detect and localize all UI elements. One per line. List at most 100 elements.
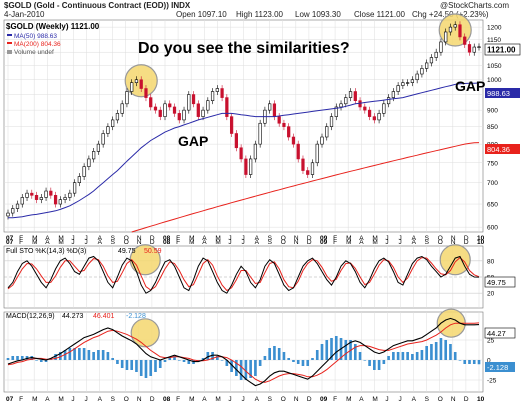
- price-y-tick-label: 1150: [487, 37, 501, 44]
- macd-histogram-bar: [59, 352, 62, 360]
- price-x-tick-label: O: [124, 235, 129, 242]
- stoch-x-tick-label: A: [255, 239, 260, 246]
- ma50-badge-box: [485, 88, 520, 98]
- macd-histogram-bar: [325, 340, 329, 360]
- price-candle-body: [386, 97, 391, 105]
- price-x-tick-label: A: [98, 235, 103, 242]
- ma200-line: [131, 142, 480, 233]
- symbol-line: $GOLD (Gold - Continuous Contract (EOD))…: [4, 1, 191, 10]
- macd-histogram-bar: [182, 360, 186, 362]
- price-candle-body: [206, 100, 210, 111]
- macd-y-tick-label: 0: [487, 358, 491, 365]
- price-candle-body: [120, 103, 124, 114]
- stoch-x-tick-label: M: [189, 239, 194, 246]
- macd-histogram-bar: [11, 356, 15, 360]
- stoch-legend-k: 49.75: [118, 248, 136, 255]
- stoch-x-tick-label: O: [438, 239, 443, 246]
- price-x-tick-label: D: [307, 235, 312, 242]
- macd-histogram-bar: [87, 350, 91, 360]
- price-candle-body: [125, 91, 129, 105]
- macd-histogram-bar: [216, 356, 219, 360]
- macd-x-tick-label: 09: [320, 396, 328, 403]
- stoch-x-tick-label: N: [451, 239, 456, 246]
- price-candle-body: [191, 94, 196, 105]
- stoch-x-tick-label: J: [228, 239, 231, 246]
- ma200-legend: MA(200) 804.36: [14, 41, 61, 48]
- price-candle-body: [277, 116, 281, 124]
- close-badge: 1121.00: [487, 46, 516, 55]
- macd-x-tick-label: A: [45, 396, 50, 403]
- price-candle-body: [410, 79, 415, 83]
- price-candle-body: [420, 68, 424, 75]
- macd-x-tick-label: N: [137, 396, 142, 403]
- macd-histogram-bar: [92, 352, 95, 360]
- macd-x-tick-label: S: [425, 396, 430, 403]
- price-candle-body: [320, 136, 324, 145]
- macd-histogram-bar: [468, 360, 471, 364]
- highlight-circles: [124, 13, 472, 348]
- stoch-x-tick-label: J: [71, 239, 74, 246]
- stoch-x-tick-label: D: [464, 239, 469, 246]
- stoch-x-tick-label: M: [215, 239, 220, 246]
- price-x-tick-label: J: [385, 235, 388, 242]
- price-candle-body: [258, 122, 262, 145]
- macd-legend-hist: -2.128: [126, 313, 146, 320]
- stoch-x-tick-label: M: [372, 239, 377, 246]
- macd-badge: 44.27: [487, 329, 506, 338]
- macd-histogram-bar: [301, 360, 305, 366]
- price-x-tick-label: N: [451, 235, 456, 242]
- macd-x-tick-label: M: [346, 396, 351, 403]
- macd-x-tick-label: A: [98, 396, 103, 403]
- price-candle-body: [87, 158, 91, 167]
- macd-histogram-bar: [258, 360, 262, 366]
- price-candle-body: [144, 88, 148, 98]
- price-candle-body: [63, 197, 67, 200]
- price-x-tick-label: J: [85, 235, 88, 242]
- macd-histogram-bar: [382, 360, 386, 364]
- macd-histogram-bar: [315, 350, 319, 360]
- macd-histogram-bar: [287, 358, 291, 360]
- grid-lines: [4, 20, 483, 392]
- price-y-tick-label: 750: [487, 160, 498, 167]
- stoch-x-tick-label: J: [85, 239, 88, 246]
- price-candle-body: [377, 113, 381, 121]
- price-candle-body: [253, 143, 258, 160]
- price-x-tick-label: F: [176, 235, 180, 242]
- low-value: Low 1093.30: [295, 10, 341, 19]
- price-x-tick-label: D: [464, 235, 469, 242]
- macd-x-tick-label: 07: [6, 396, 14, 403]
- macd-histogram-bar: [401, 352, 405, 360]
- macd-histogram-bar: [63, 350, 67, 360]
- macd-x-tick-label: 08: [163, 396, 171, 403]
- macd-x-tick-label: M: [215, 396, 220, 403]
- stoch-x-tick-label: 10: [477, 239, 485, 246]
- price-candle-body: [225, 97, 229, 117]
- macd-histogram-bar: [20, 356, 24, 360]
- stoch-x-tick-label: J: [399, 239, 402, 246]
- price-candle-body: [101, 133, 105, 145]
- macd-histogram-bar: [430, 344, 433, 360]
- stoch-x-tick-label: F: [333, 239, 337, 246]
- date-label: 4-Jan-2010: [4, 10, 45, 19]
- price-candle-body: [306, 170, 310, 175]
- price-x-tick-label: J: [399, 235, 402, 242]
- price-x-tick-label: A: [412, 235, 417, 242]
- macd-histogram-bar: [149, 360, 153, 376]
- macd-histogram-bar: [453, 352, 457, 360]
- macd-x-tick-label: A: [202, 396, 207, 403]
- macd-histogram-bar: [249, 360, 252, 378]
- price-candle-body: [53, 195, 58, 205]
- macd-histogram-bar: [16, 356, 19, 360]
- price-candle-body: [382, 103, 386, 114]
- stoch-y-tick-label: 80: [487, 258, 495, 265]
- price-y-tick-label: 1000: [487, 77, 502, 84]
- macd-line: [7, 317, 480, 387]
- macd-histogram-bar: [78, 348, 81, 360]
- macd-histogram-bar: [201, 358, 205, 360]
- macd-histogram-bar: [97, 350, 100, 360]
- macd-x-tick-label: M: [189, 396, 194, 403]
- price-x-tick-label: J: [71, 235, 74, 242]
- price-x-tick-label: 10: [477, 235, 485, 242]
- macd-histogram-bar: [444, 340, 448, 360]
